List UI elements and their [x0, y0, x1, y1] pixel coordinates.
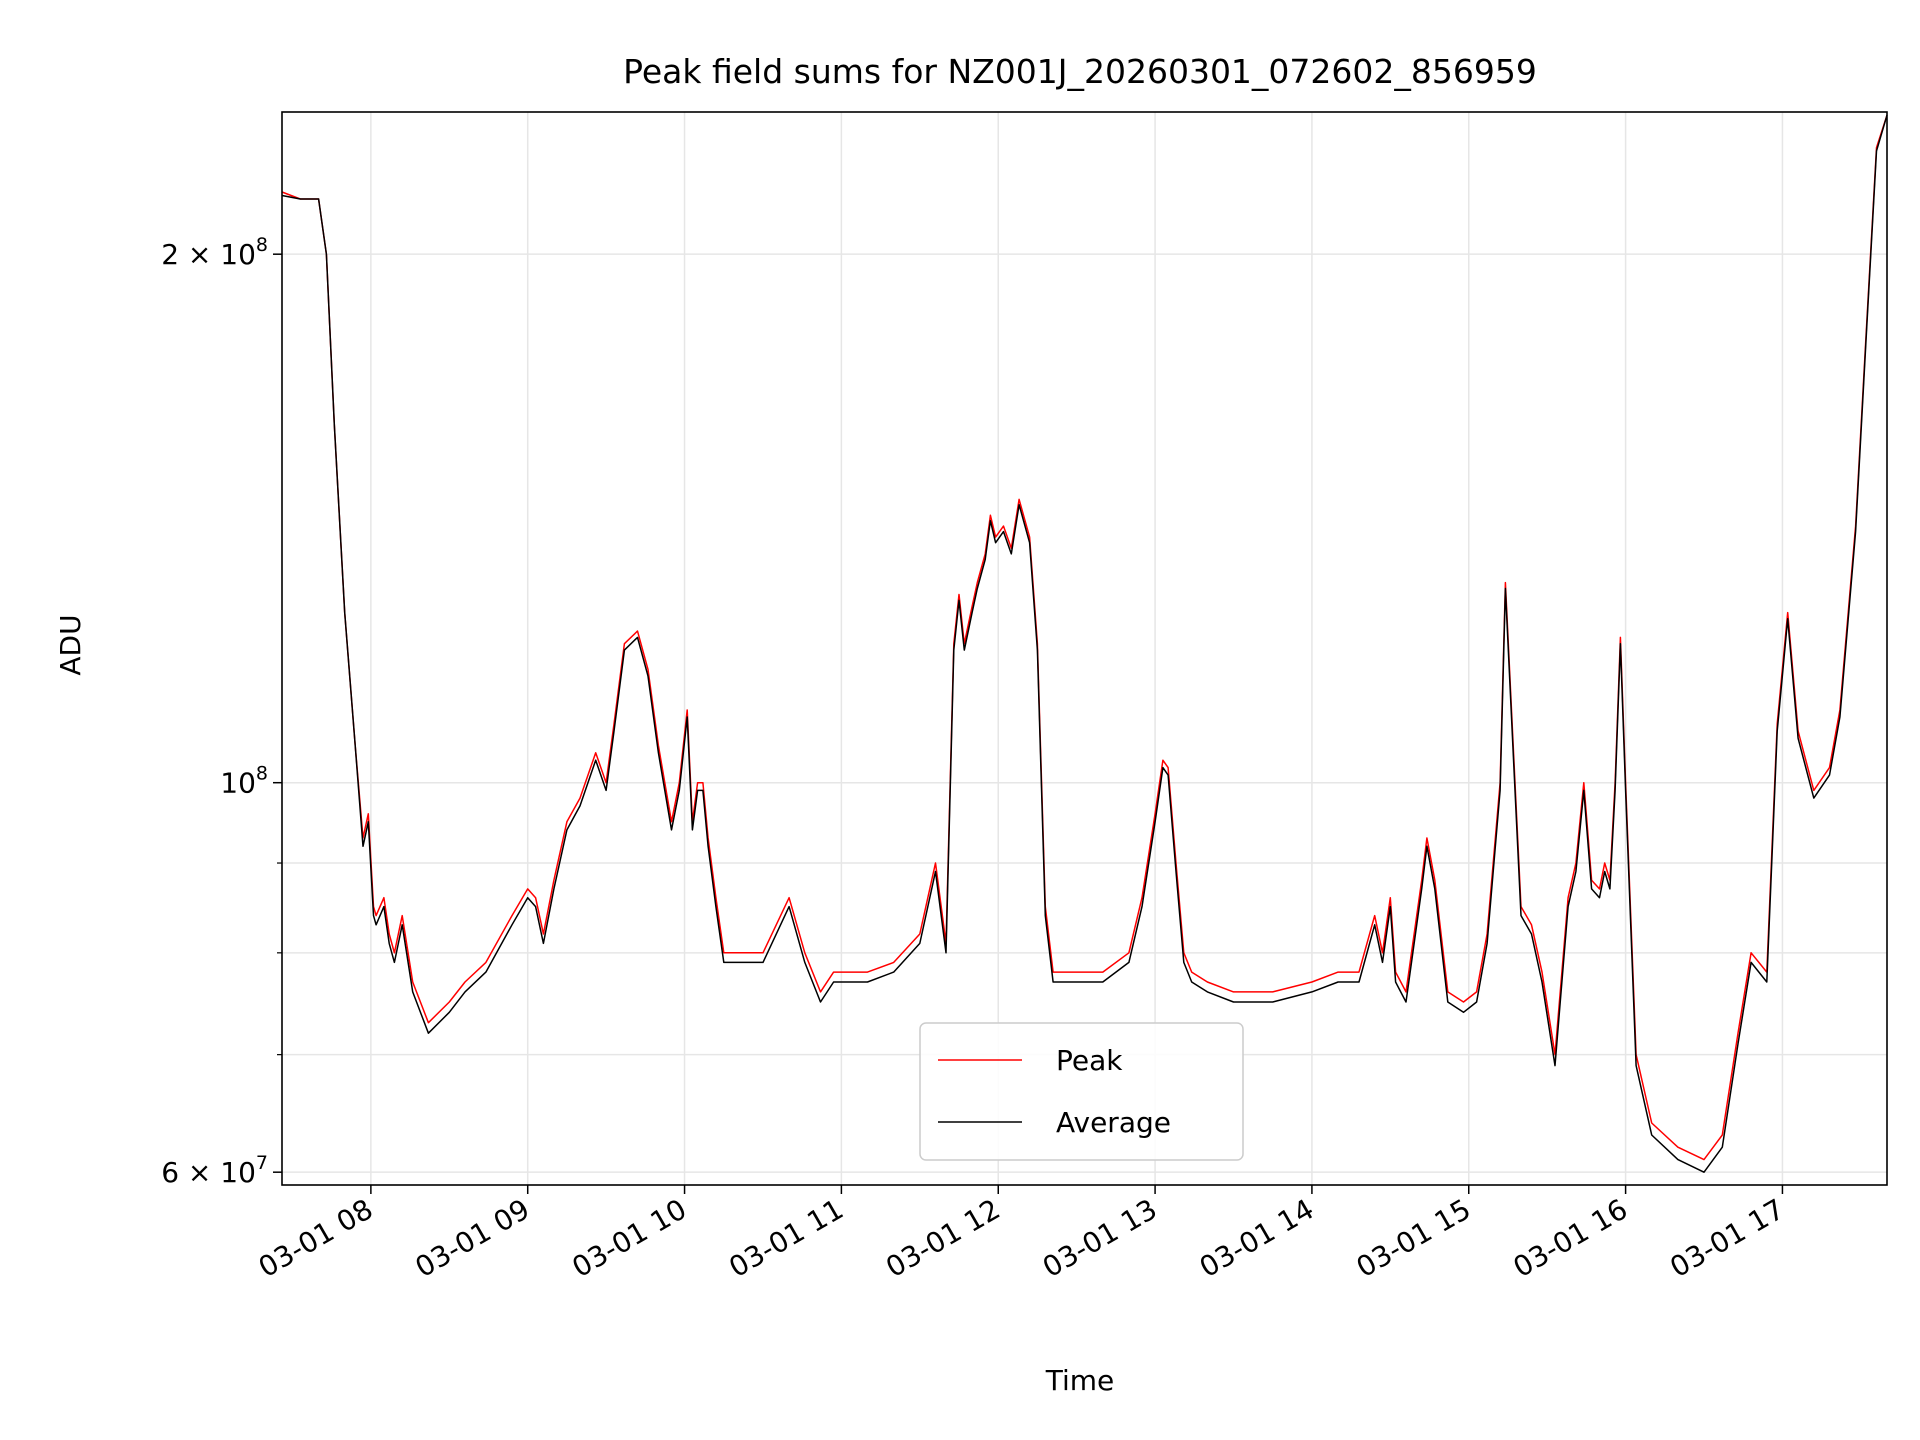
legend-label-average: Average — [1056, 1106, 1171, 1139]
legend-label-peak: Peak — [1056, 1044, 1123, 1077]
y-tick-label: 108 — [220, 763, 268, 800]
legend-box — [919, 1022, 1244, 1161]
legend: Peak Average — [919, 1022, 1244, 1161]
y-tick-label: 6 × 107 — [161, 1152, 268, 1189]
series-line-average — [281, 114, 1888, 1173]
x-axis-label: Time — [1045, 1364, 1115, 1397]
chart-title: Peak field sums for NZ001J_20260301_0726… — [623, 52, 1537, 91]
y-tick-label: 2 × 108 — [161, 234, 268, 271]
y-axis-label: ADU — [54, 614, 87, 675]
series-group — [281, 114, 1888, 1173]
plot-frame — [281, 111, 1888, 1186]
y-axis-ticks: 6 × 107 108 2 × 108 — [161, 234, 282, 1189]
